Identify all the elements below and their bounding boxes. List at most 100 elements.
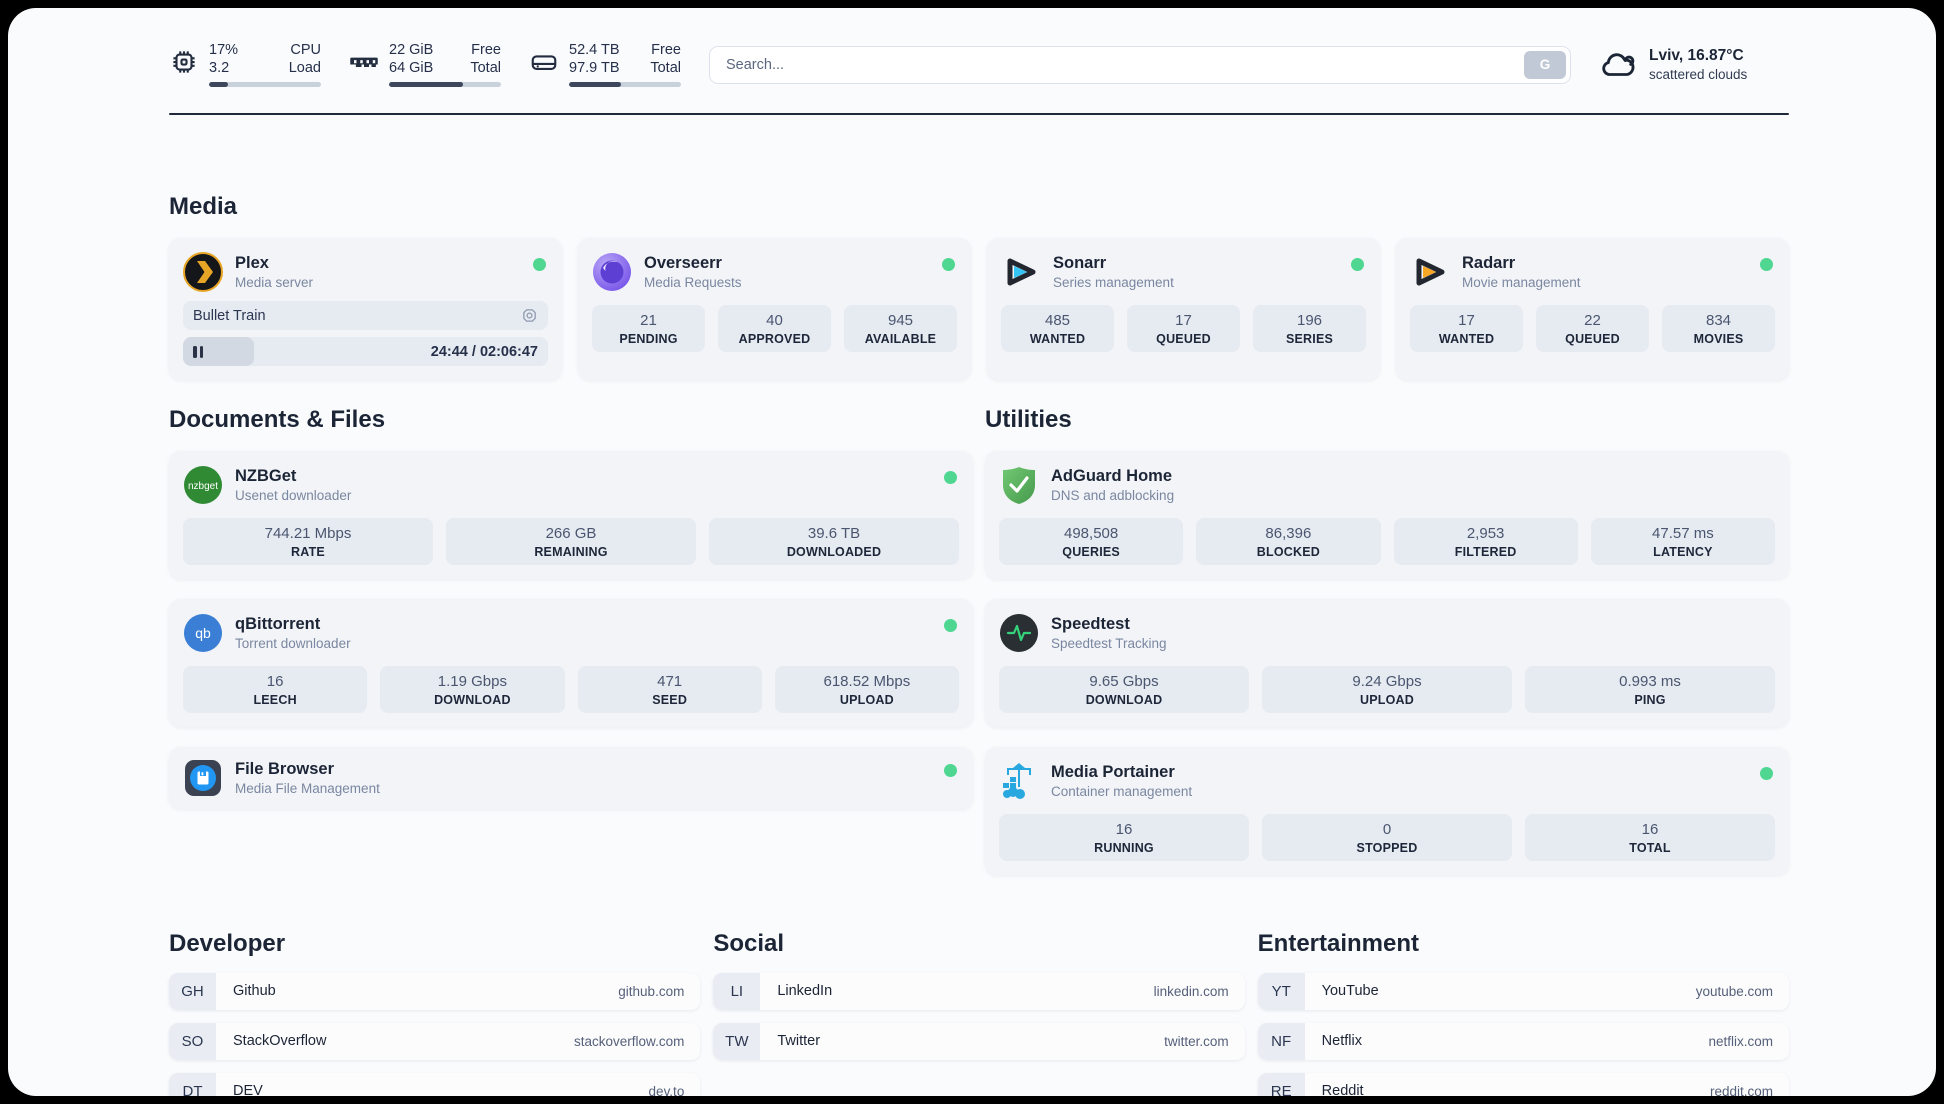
stat-box: 498,508 QUERIES: [999, 518, 1184, 566]
bookmark-abbr: SO: [169, 1022, 216, 1060]
header-divider: [169, 113, 1789, 116]
dashboard-frame: 17% 3.2 CPU Load: [8, 8, 1936, 1096]
weather-location-temp: Lviv, 16.87°C: [1649, 47, 1744, 65]
section-title-entertainment: Entertainment: [1257, 929, 1420, 957]
app-title: Media Portainer: [1051, 762, 1175, 781]
stat-box: 9.65 Gbps DOWNLOAD: [999, 666, 1249, 713]
stat-box: 2,953 FILTERED: [1393, 518, 1578, 566]
portainer-icon: [999, 761, 1039, 801]
cloud-icon: [1599, 46, 1637, 84]
app-card-radarr[interactable]: Radarr Movie management 17 WANTED 22 QUE…: [1396, 238, 1789, 381]
stat-box: 17 WANTED: [1410, 305, 1523, 353]
bookmark-dev[interactable]: DT DEV dev.to: [169, 1072, 701, 1096]
app-card-nzbget[interactable]: nzbget NZBGet Usenet downloader 744.21 M…: [169, 451, 973, 580]
app-subtitle: Media File Management: [235, 780, 380, 796]
section-title-utilities: Utilities: [985, 406, 1072, 434]
app-subtitle: Media Requests: [644, 275, 742, 290]
app-card-adguard[interactable]: AdGuard Home DNS and adblocking 498,508 …: [985, 451, 1789, 580]
app-title: AdGuard Home: [1051, 467, 1173, 486]
playback-time: 24:44 / 02:06:47: [430, 343, 538, 360]
session-camera-icon[interactable]: [521, 307, 538, 324]
cpu-progress-fill: [209, 82, 229, 88]
bookmark-linkedin[interactable]: LI LinkedIn linkedin.com: [713, 972, 1245, 1010]
status-dot: [1760, 258, 1773, 272]
section-title-social: Social: [713, 929, 785, 957]
stat-box: 86,396 BLOCKED: [1196, 518, 1381, 566]
status-dot: [944, 619, 957, 633]
app-card-speedtest[interactable]: Speedtest Speedtest Tracking 9.65 Gbps D…: [985, 599, 1789, 727]
stat-box: 21 PENDING: [592, 305, 705, 353]
status-dot: [944, 471, 957, 485]
stat-box: 1.19 Gbps DOWNLOAD: [380, 666, 565, 713]
bookmark-abbr: NF: [1257, 1022, 1305, 1060]
nzbget-icon: nzbget: [183, 465, 223, 505]
cpu-load-avg: 3.2: [209, 59, 230, 76]
app-card-overseerr[interactable]: Overseerr Media Requests 21 PENDING 40 A…: [578, 238, 971, 381]
now-playing-row: Bullet Train: [183, 301, 548, 331]
bookmark-abbr: RE: [1257, 1072, 1305, 1096]
ram-icon: [349, 47, 379, 77]
disk-progress-fill: [569, 82, 621, 88]
search-input[interactable]: [709, 45, 1571, 84]
disk-icon: [529, 47, 559, 77]
stat-box: 16 TOTAL: [1525, 813, 1775, 861]
bookmark-youtube[interactable]: YT YouTube youtube.com: [1257, 972, 1789, 1010]
bookmark-stackoverflow[interactable]: SO StackOverflow stackoverflow.com: [169, 1022, 701, 1060]
cpu-label-top: CPU: [290, 42, 321, 58]
disk-total: 97.9 TB: [569, 59, 620, 76]
app-card-plex[interactable]: Plex Media server Bullet Train 24: [169, 238, 562, 381]
bookmark-netflix[interactable]: NF Netflix netflix.com: [1257, 1022, 1789, 1060]
ram-total: 64 GiB: [389, 59, 434, 76]
bookmark-abbr: DT: [169, 1072, 216, 1096]
ram-label-top: Free: [471, 42, 501, 58]
adguard-icon: [999, 465, 1039, 505]
bookmark-reddit[interactable]: RE Reddit reddit.com: [1257, 1072, 1789, 1096]
sonarr-icon: [1001, 252, 1041, 292]
cpu-progress-track: [209, 82, 321, 88]
radarr-icon: [1410, 252, 1450, 292]
app-title: NZBGet: [235, 467, 297, 486]
stat-box: 834 MOVIES: [1662, 305, 1775, 353]
pause-icon[interactable]: [193, 345, 203, 358]
stat-box: 9.24 Gbps UPLOAD: [1262, 666, 1512, 713]
cpu-icon: [169, 47, 199, 77]
stat-box: 0.993 ms PING: [1525, 666, 1775, 713]
status-dot: [533, 258, 546, 272]
app-card-sonarr[interactable]: Sonarr Series management 485 WANTED 17 Q…: [987, 238, 1380, 381]
stat-box: 40 APPROVED: [718, 305, 831, 353]
bookmark-github[interactable]: GH Github github.com: [169, 972, 701, 1010]
app-title: File Browser: [235, 759, 335, 778]
disk-free: 52.4 TB: [569, 42, 620, 58]
app-card-qbittorrent[interactable]: qb qBittorrent Torrent downloader 16 LEE…: [169, 599, 973, 727]
bookmark-abbr: LI: [713, 972, 761, 1010]
app-card-portainer[interactable]: Media Portainer Container management 16 …: [985, 746, 1789, 875]
stat-box: 618.52 Mbps UPLOAD: [774, 666, 959, 713]
app-subtitle: Torrent downloader: [235, 635, 351, 651]
bookmark-abbr: GH: [169, 972, 216, 1010]
playback-progress-fill: [183, 337, 255, 367]
weather-condition: scattered clouds: [1649, 67, 1748, 83]
disk-metric: 52.4 TB 97.9 TB Free Total: [529, 42, 681, 88]
overseerr-icon: [592, 252, 632, 292]
svg-text:qb: qb: [195, 625, 211, 641]
playback-progress-bar[interactable]: 24:44 / 02:06:47: [183, 337, 548, 367]
cpu-label-bottom: Load: [288, 59, 321, 76]
stat-box: 16 RUNNING: [999, 813, 1249, 861]
ram-metric: 22 GiB 64 GiB Free Total: [349, 42, 501, 88]
app-subtitle: DNS and adblocking: [1051, 488, 1175, 503]
search-engine-button[interactable]: G: [1524, 50, 1566, 79]
app-title: Radarr: [1462, 254, 1516, 273]
svg-text:nzbget: nzbget: [188, 481, 218, 492]
app-title: Speedtest: [1051, 615, 1130, 634]
stat-box: 17 QUEUED: [1127, 305, 1240, 353]
app-subtitle: Speedtest Tracking: [1051, 635, 1167, 651]
app-title: Plex: [235, 254, 269, 273]
stat-box: 945 AVAILABLE: [844, 305, 957, 353]
section-title-developer: Developer: [169, 929, 286, 957]
stat-box: 16 LEECH: [183, 666, 368, 713]
status-dot: [1760, 766, 1773, 780]
app-card-filebrowser[interactable]: File Browser Media File Management: [169, 746, 973, 809]
weather-widget: Lviv, 16.87°C scattered clouds: [1599, 46, 1789, 84]
search-bar: G: [709, 45, 1571, 84]
bookmark-twitter[interactable]: TW Twitter twitter.com: [713, 1022, 1245, 1060]
